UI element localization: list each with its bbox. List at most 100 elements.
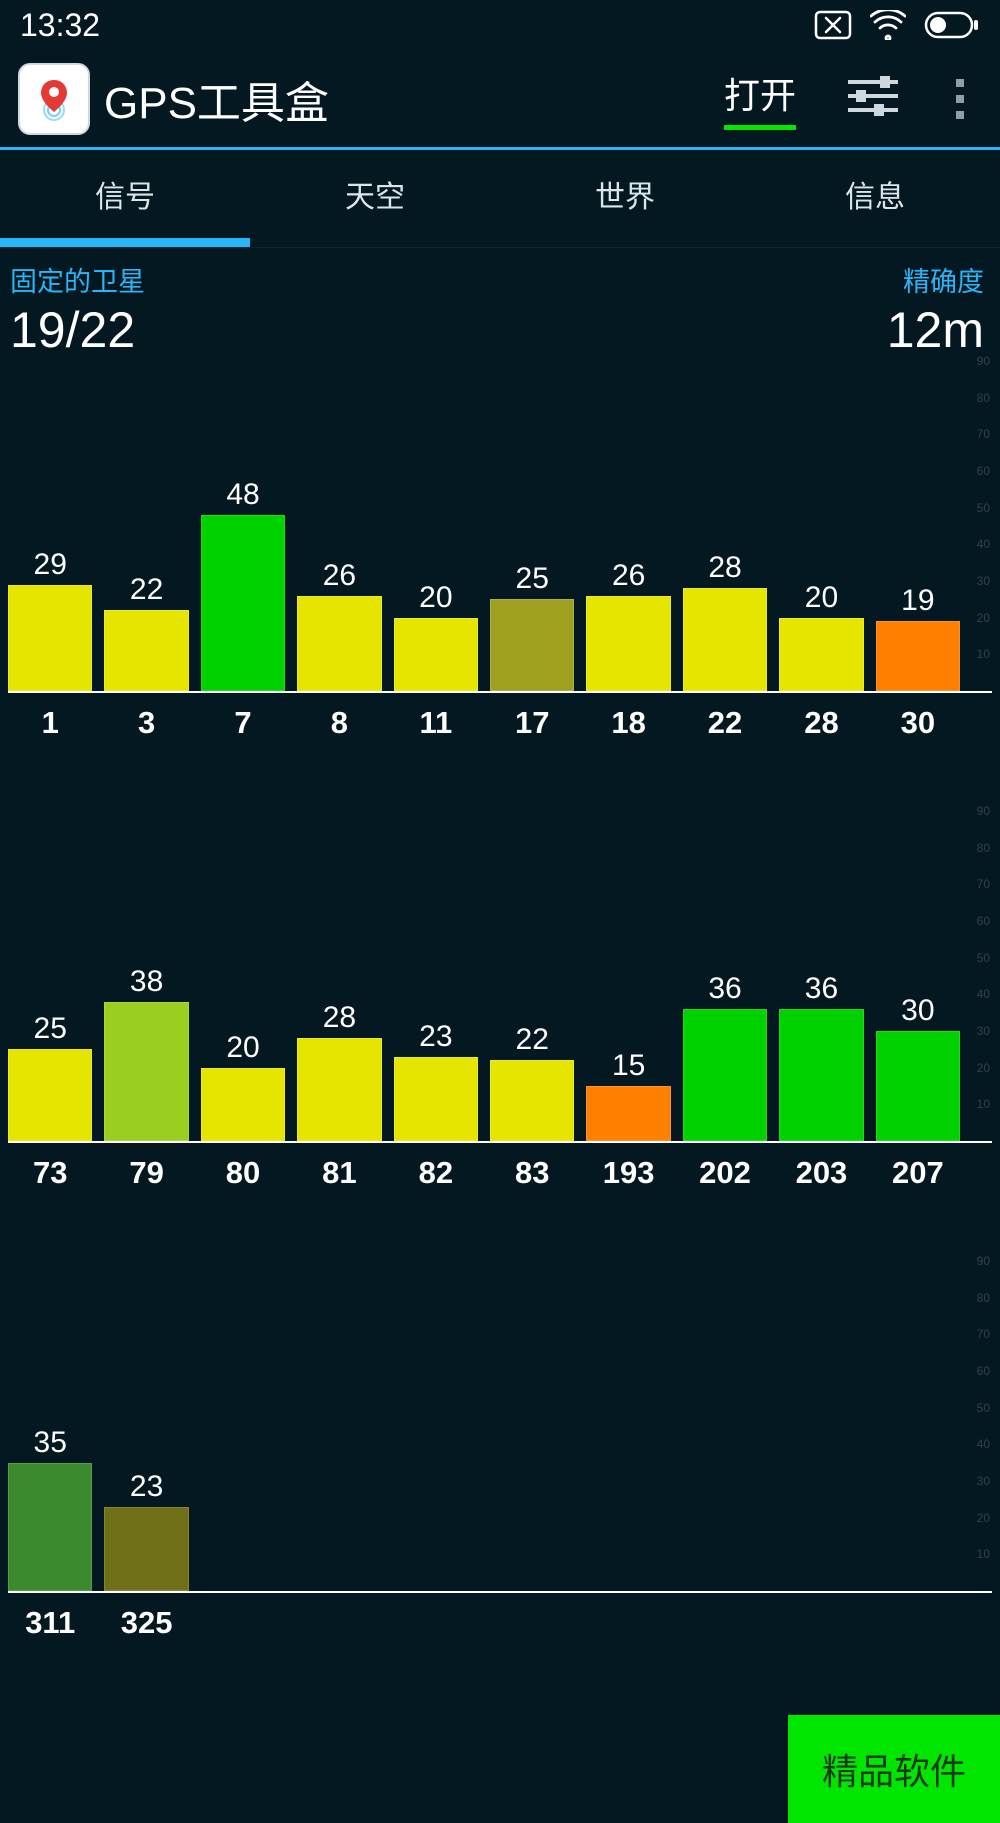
bar-value: 38: [105, 965, 187, 999]
action-bar: GPS工具盒 打开: [0, 50, 1000, 150]
app-icon[interactable]: [18, 63, 90, 135]
satellite-id: [490, 1605, 574, 1641]
y-tick: 40: [977, 1437, 990, 1451]
satellite-id: [779, 1605, 863, 1641]
y-tick: 50: [977, 951, 990, 965]
bar-slot: 36: [779, 813, 863, 1141]
bar-slot: [394, 1263, 478, 1591]
bar-slot: 19: [876, 363, 960, 691]
bar-value: 20: [395, 581, 477, 615]
status-time: 13:32: [20, 7, 100, 44]
satellite-id: 30: [876, 705, 960, 741]
satellite-id: 28: [779, 705, 863, 741]
y-tick: 90: [977, 354, 990, 368]
fixed-satellites-value: 19/22: [10, 301, 145, 359]
bar: 25: [8, 1049, 92, 1141]
bar-value: 20: [780, 581, 862, 615]
y-tick: 60: [977, 1364, 990, 1378]
bar: 28: [683, 588, 767, 691]
y-tick: 30: [977, 1024, 990, 1038]
bar-value: 26: [587, 559, 669, 593]
bar-value: 15: [587, 1049, 669, 1083]
satellite-id: [876, 1605, 960, 1641]
y-tick: 80: [977, 841, 990, 855]
y-tick: 10: [977, 1547, 990, 1561]
satellite-id: 79: [104, 1155, 188, 1191]
bar: 26: [297, 596, 381, 691]
bar: 20: [201, 1068, 285, 1141]
bar-slot: 30: [876, 813, 960, 1141]
chart-plot: 1020304050607080903523: [8, 1263, 992, 1593]
satellite-id: 202: [683, 1155, 767, 1191]
bar-value: 22: [105, 573, 187, 607]
y-tick: 10: [977, 647, 990, 661]
bars: 29224826202526282019: [8, 363, 960, 691]
tab-signal[interactable]: 信号: [0, 150, 250, 247]
y-ticks: 102030405060708090: [964, 813, 990, 1141]
bar-slot: [586, 1263, 670, 1591]
app-title: GPS工具盒: [104, 67, 724, 131]
chart-plot: 10203040506070809025382028232215363630: [8, 813, 992, 1143]
x-axis: 311 325: [8, 1605, 992, 1641]
tabs: 信号 天空 世界 信息: [0, 150, 1000, 248]
x-axis: 1378111718222830: [8, 705, 992, 741]
bar-slot: 20: [779, 363, 863, 691]
bar: 22: [104, 610, 188, 691]
satellite-id: 11: [394, 705, 478, 741]
y-tick: 60: [977, 464, 990, 478]
settings-sliders-icon[interactable]: [846, 74, 900, 123]
satellite-id: [394, 1605, 478, 1641]
y-tick: 70: [977, 1327, 990, 1341]
satellite-id: 325: [104, 1605, 188, 1641]
y-tick: 80: [977, 391, 990, 405]
bar-slot: 48: [201, 363, 285, 691]
bar: 35: [8, 1463, 92, 1591]
bar: 25: [490, 599, 574, 691]
bar-value: 36: [684, 972, 766, 1006]
tab-info[interactable]: 信息: [750, 150, 1000, 247]
x-axis: 737980818283193202203207: [8, 1155, 992, 1191]
y-tick: 20: [977, 611, 990, 625]
bar-slot: [490, 1263, 574, 1591]
open-button[interactable]: 打开: [724, 67, 796, 130]
y-tick: 40: [977, 537, 990, 551]
bar: 36: [779, 1009, 863, 1141]
tab-world[interactable]: 世界: [500, 150, 750, 247]
y-tick: 20: [977, 1511, 990, 1525]
bottom-badge[interactable]: 精品软件: [788, 1715, 1000, 1823]
bar: 20: [779, 618, 863, 691]
satellite-id: [683, 1605, 767, 1641]
bar: 28: [297, 1038, 381, 1141]
bar: 15: [586, 1086, 670, 1141]
wifi-icon: [870, 10, 906, 40]
y-tick: 80: [977, 1291, 990, 1305]
satellite-id: 7: [201, 705, 285, 741]
satellite-id: 17: [490, 705, 574, 741]
bar-value: 20: [202, 1031, 284, 1065]
satellite-id: 83: [490, 1155, 574, 1191]
tab-sky[interactable]: 天空: [250, 150, 500, 247]
bar-value: 28: [298, 1001, 380, 1035]
y-tick: 50: [977, 1401, 990, 1415]
satellite-id: 22: [683, 705, 767, 741]
y-tick: 70: [977, 877, 990, 891]
bar-slot: 28: [683, 363, 767, 691]
bar-value: 25: [9, 1012, 91, 1046]
overflow-menu-icon[interactable]: [940, 79, 980, 119]
y-tick: 90: [977, 804, 990, 818]
satellite-id: 311: [8, 1605, 92, 1641]
bar-slot: 29: [8, 363, 92, 691]
y-ticks: 102030405060708090: [964, 363, 990, 691]
bar-slot: 25: [490, 363, 574, 691]
y-ticks: 102030405060708090: [964, 1263, 990, 1591]
bar-slot: 23: [394, 813, 478, 1141]
bar-slot: [201, 1263, 285, 1591]
status-bar: 13:32: [0, 0, 1000, 50]
bars: 25382028232215363630: [8, 813, 960, 1141]
accuracy: 精确度 12m: [887, 260, 984, 359]
signal-chart-3: 1020304050607080903523311325: [8, 1263, 992, 1653]
accuracy-value: 12m: [887, 301, 984, 359]
satellite-id: [297, 1605, 381, 1641]
accuracy-label: 精确度: [887, 260, 984, 299]
bar: 23: [394, 1057, 478, 1141]
